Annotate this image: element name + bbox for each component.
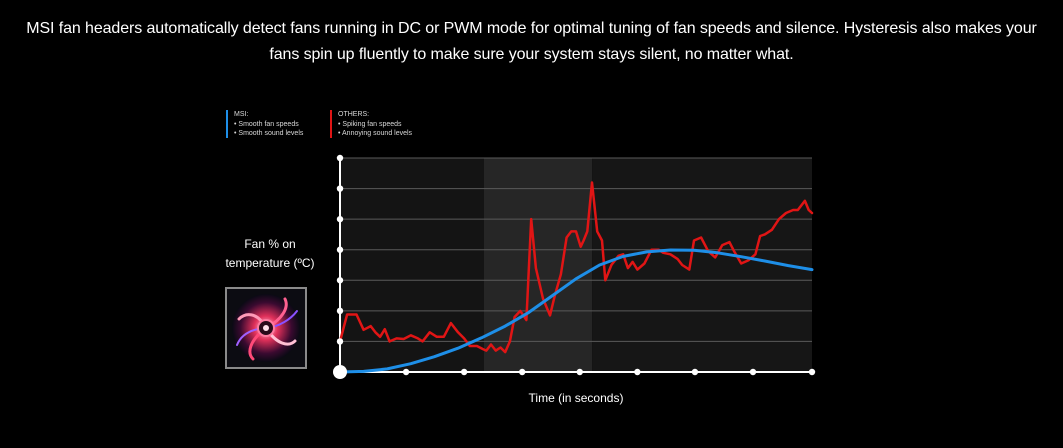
legend-others-heading: OTHERS:: [338, 111, 370, 118]
x-tick-dot: [749, 368, 757, 376]
legend-others: OTHERS: • Spiking fan speeds • Annoying …: [330, 110, 412, 138]
legend-others-item: • Spiking fan speeds: [338, 121, 402, 128]
glowing-fan-icon: [227, 289, 305, 367]
legend-others-item: • Annoying sound levels: [338, 130, 413, 137]
y-tick-dot: [336, 215, 344, 223]
x-tick-dot: [460, 368, 468, 376]
y-axis-label: Fan % on temperature (ºC): [212, 235, 328, 273]
fan-photo: [225, 287, 307, 369]
y-tick-dot: [336, 154, 344, 162]
y-tick-dot: [336, 307, 344, 315]
legend-msi: MSI: • Smooth fan speeds • Smooth sound …: [226, 110, 303, 138]
y-axis-label-line-2: temperature (ºC): [225, 256, 315, 270]
x-tick-dot: [808, 368, 816, 376]
x-tick-dot: [402, 368, 410, 376]
x-tick-dot: [634, 368, 641, 376]
x-tick-dot: [518, 368, 526, 376]
y-tick-dot: [336, 338, 344, 345]
series-line-others: [338, 181, 814, 354]
y-tick-dot: [336, 277, 344, 284]
series-line-msi: [338, 248, 814, 374]
intro-line-1: MSI fan headers automatically detect fan…: [26, 20, 1037, 37]
y-axis-label-line-1: Fan % on: [244, 237, 296, 251]
origin-dot: [333, 365, 347, 379]
x-tick-dot: [576, 368, 583, 376]
intro-text: MSI fan headers automatically detect fan…: [0, 16, 1063, 68]
legend-msi-item: • Smooth fan speeds: [234, 121, 299, 128]
legend-msi-heading: MSI:: [234, 111, 249, 118]
y-tick-dot: [336, 246, 344, 253]
x-tick-dot: [691, 368, 699, 376]
y-tick-dot: [336, 185, 344, 192]
plot-band-0: [340, 158, 484, 372]
x-axis-label: Time (in seconds): [528, 391, 624, 405]
plot-band-1: [483, 158, 593, 372]
legend-msi-item: • Smooth sound levels: [234, 130, 304, 137]
intro-line-2: fans spin up fluently to make sure your …: [269, 46, 794, 63]
